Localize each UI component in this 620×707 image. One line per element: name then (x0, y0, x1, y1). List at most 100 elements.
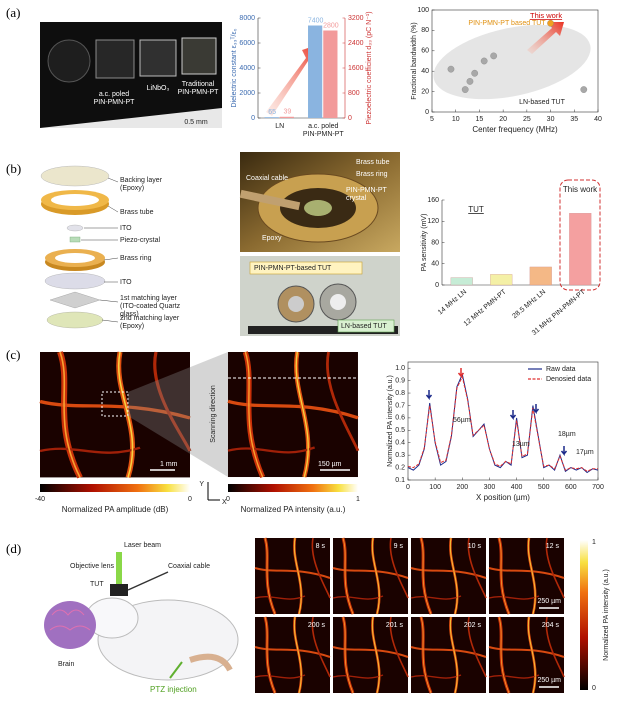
layer-label: 1st matching layer (ITO-coated Quartz glas… (120, 295, 181, 318)
layer-label: Brass ring (120, 255, 152, 262)
y-tick-label: 80 (431, 239, 439, 246)
bar (308, 25, 323, 118)
x-tick-label: 14 MHz LN (437, 289, 468, 317)
plot-frame (431, 9, 599, 113)
photo-label: Coaxial cable (246, 175, 288, 182)
colorbar (228, 484, 358, 492)
scale-label: 1 mm (160, 461, 178, 468)
y-axis-label: Fractional bandwidth (%) (411, 22, 418, 99)
y-tick-label: 0.1 (395, 477, 405, 484)
y-tick-label: 0.7 (395, 402, 405, 409)
photo-label: a.c. poled PIN-PMN-PT (94, 91, 136, 106)
panel-label: (a) (6, 5, 20, 20)
pa-time-series: 8 s 9 s 10 s 12 s 250 µm 200 s 201 s 202 s 204 s… (253, 536, 566, 695)
illustration-label: Brain (58, 661, 74, 668)
photo-label: PIN-PMN-PT-based TUT (254, 265, 332, 272)
point (580, 86, 588, 93)
layer-label: Brass tube (120, 209, 154, 216)
point (490, 52, 498, 60)
annotation: 13µm (512, 441, 530, 448)
y-tick-label: 1.0 (395, 365, 405, 372)
series-label: LN-based TUT (519, 99, 566, 106)
y-tick-label: 160 (427, 197, 439, 204)
y-tick-label: 120 (427, 218, 439, 225)
time-label: 9 s (394, 543, 404, 550)
annotation: 56µm (453, 417, 471, 424)
scale-label: 150 µm (318, 461, 342, 468)
bar (450, 277, 473, 286)
axis-glyph-label: Y (199, 481, 204, 488)
x-tick-label: a.c. poled PIN-PMN-PT (303, 123, 345, 138)
x-tick-label: 400 (511, 484, 523, 491)
photo-label: LN-based TUT (341, 323, 388, 330)
colorbar-label: Normalized PA intensity (a.u.) (603, 569, 610, 661)
annotation: 18µm (558, 431, 576, 438)
x-tick-label: 20 (499, 116, 507, 123)
x-axis-label: X position (µm) (476, 493, 530, 502)
peak-arrow (560, 446, 568, 457)
colorbar-tick: 1 (356, 496, 360, 503)
colorbar-tick: 0 (188, 496, 192, 503)
x-tick-label: 0 (406, 484, 410, 491)
y-tick-label: 100 (417, 7, 429, 14)
time-label: 202 s (464, 622, 482, 629)
scale-label: 250 µm (538, 677, 562, 684)
layer-label: ITO (120, 279, 132, 286)
photo-label: PIN-PMN-PT crystal (346, 187, 388, 202)
peak-arrow (457, 368, 465, 379)
colorbar-label: Normalized PA intensity (a.u.) (241, 505, 346, 514)
photo-crystals (40, 22, 222, 128)
point (480, 57, 488, 65)
y-tick-label: 20 (421, 88, 429, 95)
highlight-box (559, 179, 601, 291)
layer-stack (40, 165, 119, 329)
point (461, 86, 469, 93)
point (447, 65, 455, 73)
bar (323, 30, 338, 118)
trend-arrow (527, 22, 564, 54)
colorbar-tick: 0 (226, 496, 230, 503)
y-tick-label: 0.3 (395, 452, 405, 459)
bar (529, 266, 552, 286)
illustration-label: TUT (90, 581, 104, 588)
peak-arrow (425, 390, 433, 401)
axes-glyph (207, 482, 220, 501)
colorbar-tick: 0 (592, 685, 596, 692)
colorbar-tick: -40 (35, 496, 45, 503)
pa-image-overview (40, 352, 228, 477)
y-tick-label: 0.8 (395, 390, 405, 397)
trend-arrow (266, 44, 320, 116)
line (407, 372, 599, 474)
value-label: 2800 (323, 22, 339, 29)
annotation: 17µm (576, 449, 594, 456)
x-tick-label: 5 (430, 116, 434, 123)
y-axis-label: Dielectric constant ε₃₃ᵀ/ε₀ (231, 28, 238, 107)
legend-label: Raw data (546, 366, 576, 373)
layer-label: 2nd matching layer (Epoxy) (120, 315, 180, 330)
x-tick-label: 35 (570, 116, 578, 123)
bar (490, 274, 513, 286)
x-axis-label: Center frequency (MHz) (472, 125, 558, 134)
colorbar-tick: 1 (592, 539, 596, 546)
time-label: 8 s (316, 543, 326, 550)
y-tick-label: 0 (425, 109, 429, 116)
label-box (337, 319, 395, 333)
peak-arrow (532, 404, 540, 415)
layer-label: Backing layer (Epoxy) (120, 177, 163, 192)
x-tick-label: 15 (476, 116, 484, 123)
time-label: 10 s (468, 543, 482, 550)
annotation: TUT (468, 205, 484, 214)
y-tick-label: 60 (421, 48, 429, 55)
bar (569, 213, 592, 286)
time-label: 12 s (546, 543, 560, 550)
x-tick-label: 10 (452, 116, 460, 123)
mouse-illustration (44, 552, 239, 681)
x-tick-label: 12 MHz PMN-PT (463, 288, 509, 328)
photo-transducer (239, 152, 400, 252)
colorbar (580, 540, 588, 690)
colorbar-label: Normalized PA amplitude (dB) (62, 505, 169, 514)
photo-label: Brass tube (356, 159, 390, 166)
layer-label: ITO (120, 225, 132, 232)
y-tick-label: 6000 (239, 40, 255, 47)
